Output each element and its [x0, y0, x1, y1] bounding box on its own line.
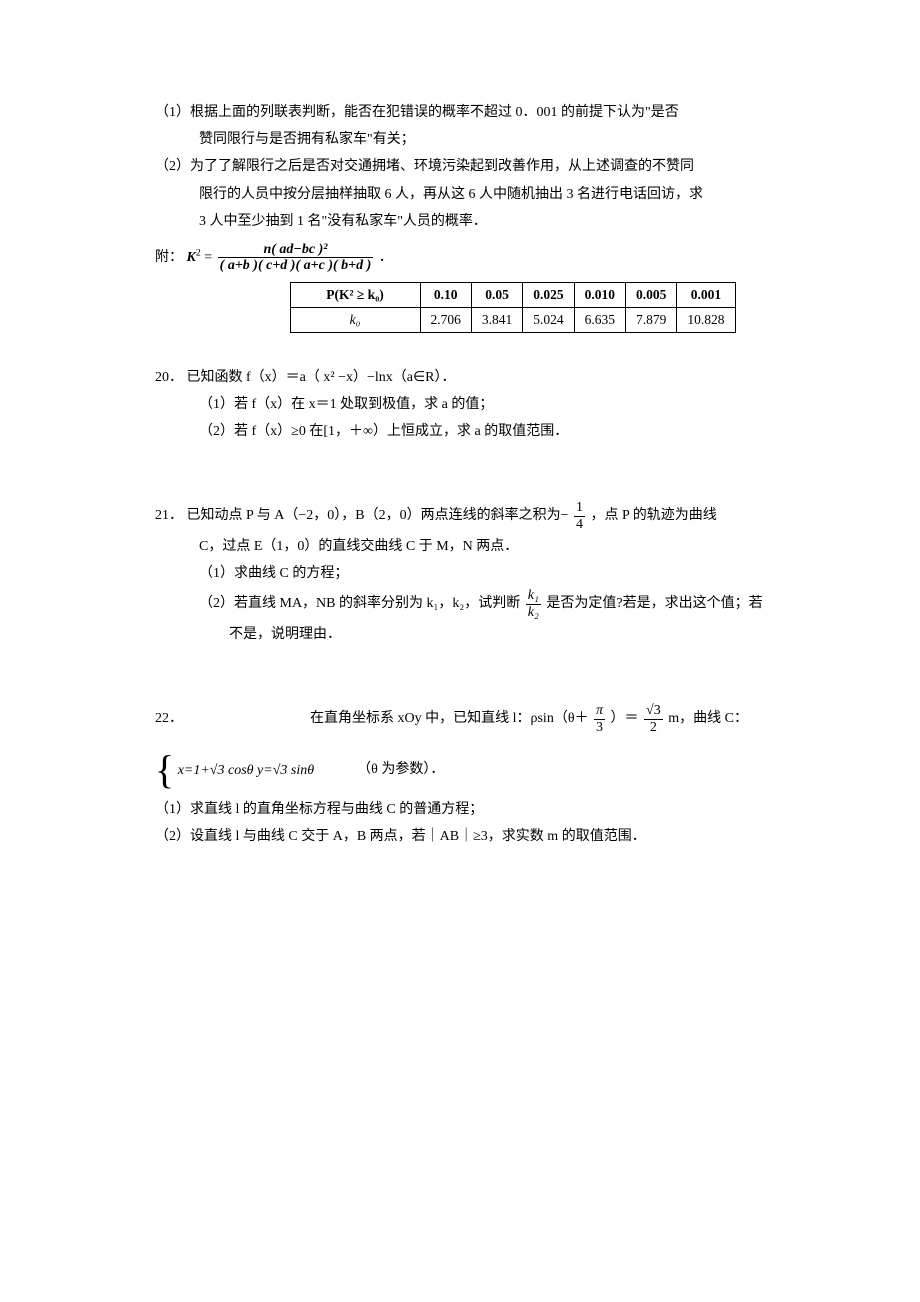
k-table: P(K² ≥ k₀) 0.10 0.05 0.025 0.010 0.005 0…	[290, 282, 736, 333]
ktable-c: 0.025	[523, 282, 574, 307]
table-row: P(K² ≥ k₀) 0.10 0.05 0.025 0.010 0.005 0…	[290, 282, 735, 307]
ktable-c: 0.005	[626, 282, 677, 307]
q21-stem-c: C，过点 E（1，0）的直线交曲线 C 于 M，N 两点．	[155, 534, 805, 559]
formula-den: ( a+b )( c+d )( a+c )( b+d )	[218, 258, 374, 273]
q21-frac1-den: 4	[574, 517, 585, 532]
q21-stem-a: 已知动点 P 与 A（−2，0），B（2，0）两点连线的斜率之积为−	[187, 508, 569, 523]
q19-item1: （1）根据上面的列联表判断，能否在犯错误的概率不超过 0．001 的前提下认为"…	[155, 100, 805, 125]
q21-num: 21．	[155, 508, 183, 523]
q19-item1b: 赞同限行与是否拥有私家车"有关；	[155, 127, 805, 152]
q21-item1: （1）求曲线 C 的方程；	[155, 561, 805, 586]
ktable-c: 6.635	[574, 307, 625, 332]
ktable-h1: P(K² ≥ k₀)	[290, 282, 420, 307]
ktable-c: 3.841	[471, 307, 522, 332]
q22-item2: （2）设直线 l 与曲线 C 交于 A，B 两点，若｜AB｜≥3，求实数 m 的…	[155, 824, 805, 849]
ktable-c: 0.10	[420, 282, 471, 307]
ktable-c: 0.001	[677, 282, 735, 307]
q19-formula: 附： K2 = n( ad−bc )² ( a+b )( c+d )( a+c …	[155, 242, 805, 274]
q19-item2: （2）为了了解限行之后是否对交通拥堵、环境污染起到改善作用，从上述调查的不赞同	[155, 154, 805, 179]
q21-item2-a: （2）若直线 MA，NB 的斜率分别为 k₁，k₂，试判断	[199, 597, 520, 612]
q21-frac2-den: k₂	[526, 605, 541, 620]
formula-num: n( ad−bc )²	[218, 242, 374, 258]
ktable-c: 0.05	[471, 282, 522, 307]
ktable-c: 10.828	[677, 307, 735, 332]
ktable-c: 5.024	[523, 307, 574, 332]
q22-frac2-den: 2	[644, 720, 663, 735]
q21-frac2-num: k₁	[526, 588, 541, 604]
q22-stem-c: m，曲线 C：	[668, 712, 748, 727]
q19-item2b: 限行的人员中按分层抽样抽取 6 人，再从这 6 人中随机抽出 3 名进行电话回访…	[155, 182, 805, 207]
q20: 20． 已知函数 f（x）＝a（ x² −x）−lnx（a∈R）． （1）若 f…	[155, 365, 805, 445]
table-row: k₀ 2.706 3.841 5.024 6.635 7.879 10.828	[290, 307, 735, 332]
q21-stem-b: ，点 P 的轨迹为曲线	[591, 508, 717, 523]
q22-num: 22．	[155, 712, 183, 727]
formula-eq: =	[204, 250, 215, 265]
brace-icon: {	[155, 749, 174, 791]
formula-k2: K	[187, 250, 196, 265]
q22-stem-b: ）＝	[611, 712, 639, 727]
q22-frac1-den: 3	[594, 720, 605, 735]
q20-item2: （2）若 f（x）≥0 在[1，＋∞）上恒成立，求 a 的取值范围．	[155, 419, 805, 444]
q20-item1: （1）若 f（x）在 x＝1 处取到极值，求 a 的值；	[155, 392, 805, 417]
formula-prefix: 附：	[155, 250, 183, 265]
q22: 22． 在直角坐标系 xOy 中，已知直线 l：ρsin（θ＋ π 3 ）＝ √…	[155, 703, 805, 849]
q22-item1: （1）求直线 l 的直角坐标方程与曲线 C 的普通方程；	[155, 797, 805, 822]
ktable-h2: k₀	[290, 307, 420, 332]
q22-frac2-num: √3	[644, 703, 663, 719]
k-table-wrap: P(K² ≥ k₀) 0.10 0.05 0.025 0.010 0.005 0…	[220, 282, 805, 333]
q22-case2: y=√3 sinθ	[257, 763, 314, 778]
q22-case-suffix: （θ 为参数）．	[357, 762, 444, 777]
q21-item2-b: 是否为定值?若是，求出这个值；若	[546, 597, 762, 612]
q19-item2c: 3 人中至少抽到 1 名"没有私家车"人员的概率．	[155, 209, 805, 234]
q21-frac1-num: 1	[574, 500, 585, 516]
formula-suffix: ．	[379, 250, 393, 265]
q20-num: 20．	[155, 370, 183, 385]
q22-stem-a: 在直角坐标系 xOy 中，已知直线 l：ρsin（θ＋	[310, 712, 589, 727]
q22-cases: { x=1+√3 cosθ y=√3 sinθ	[155, 749, 314, 791]
q21: 21． 已知动点 P 与 A（−2，0），B（2，0）两点连线的斜率之积为− 1…	[155, 500, 805, 647]
q22-frac1-num: π	[594, 703, 605, 719]
ktable-c: 0.010	[574, 282, 625, 307]
ktable-c: 7.879	[626, 307, 677, 332]
q20-stem: 已知函数 f（x）＝a（ x² −x）−lnx（a∈R）．	[187, 370, 456, 385]
ktable-c: 2.706	[420, 307, 471, 332]
q21-item2-c: 不是，说明理由．	[155, 622, 805, 647]
q22-case1: x=1+√3 cosθ	[178, 763, 254, 778]
